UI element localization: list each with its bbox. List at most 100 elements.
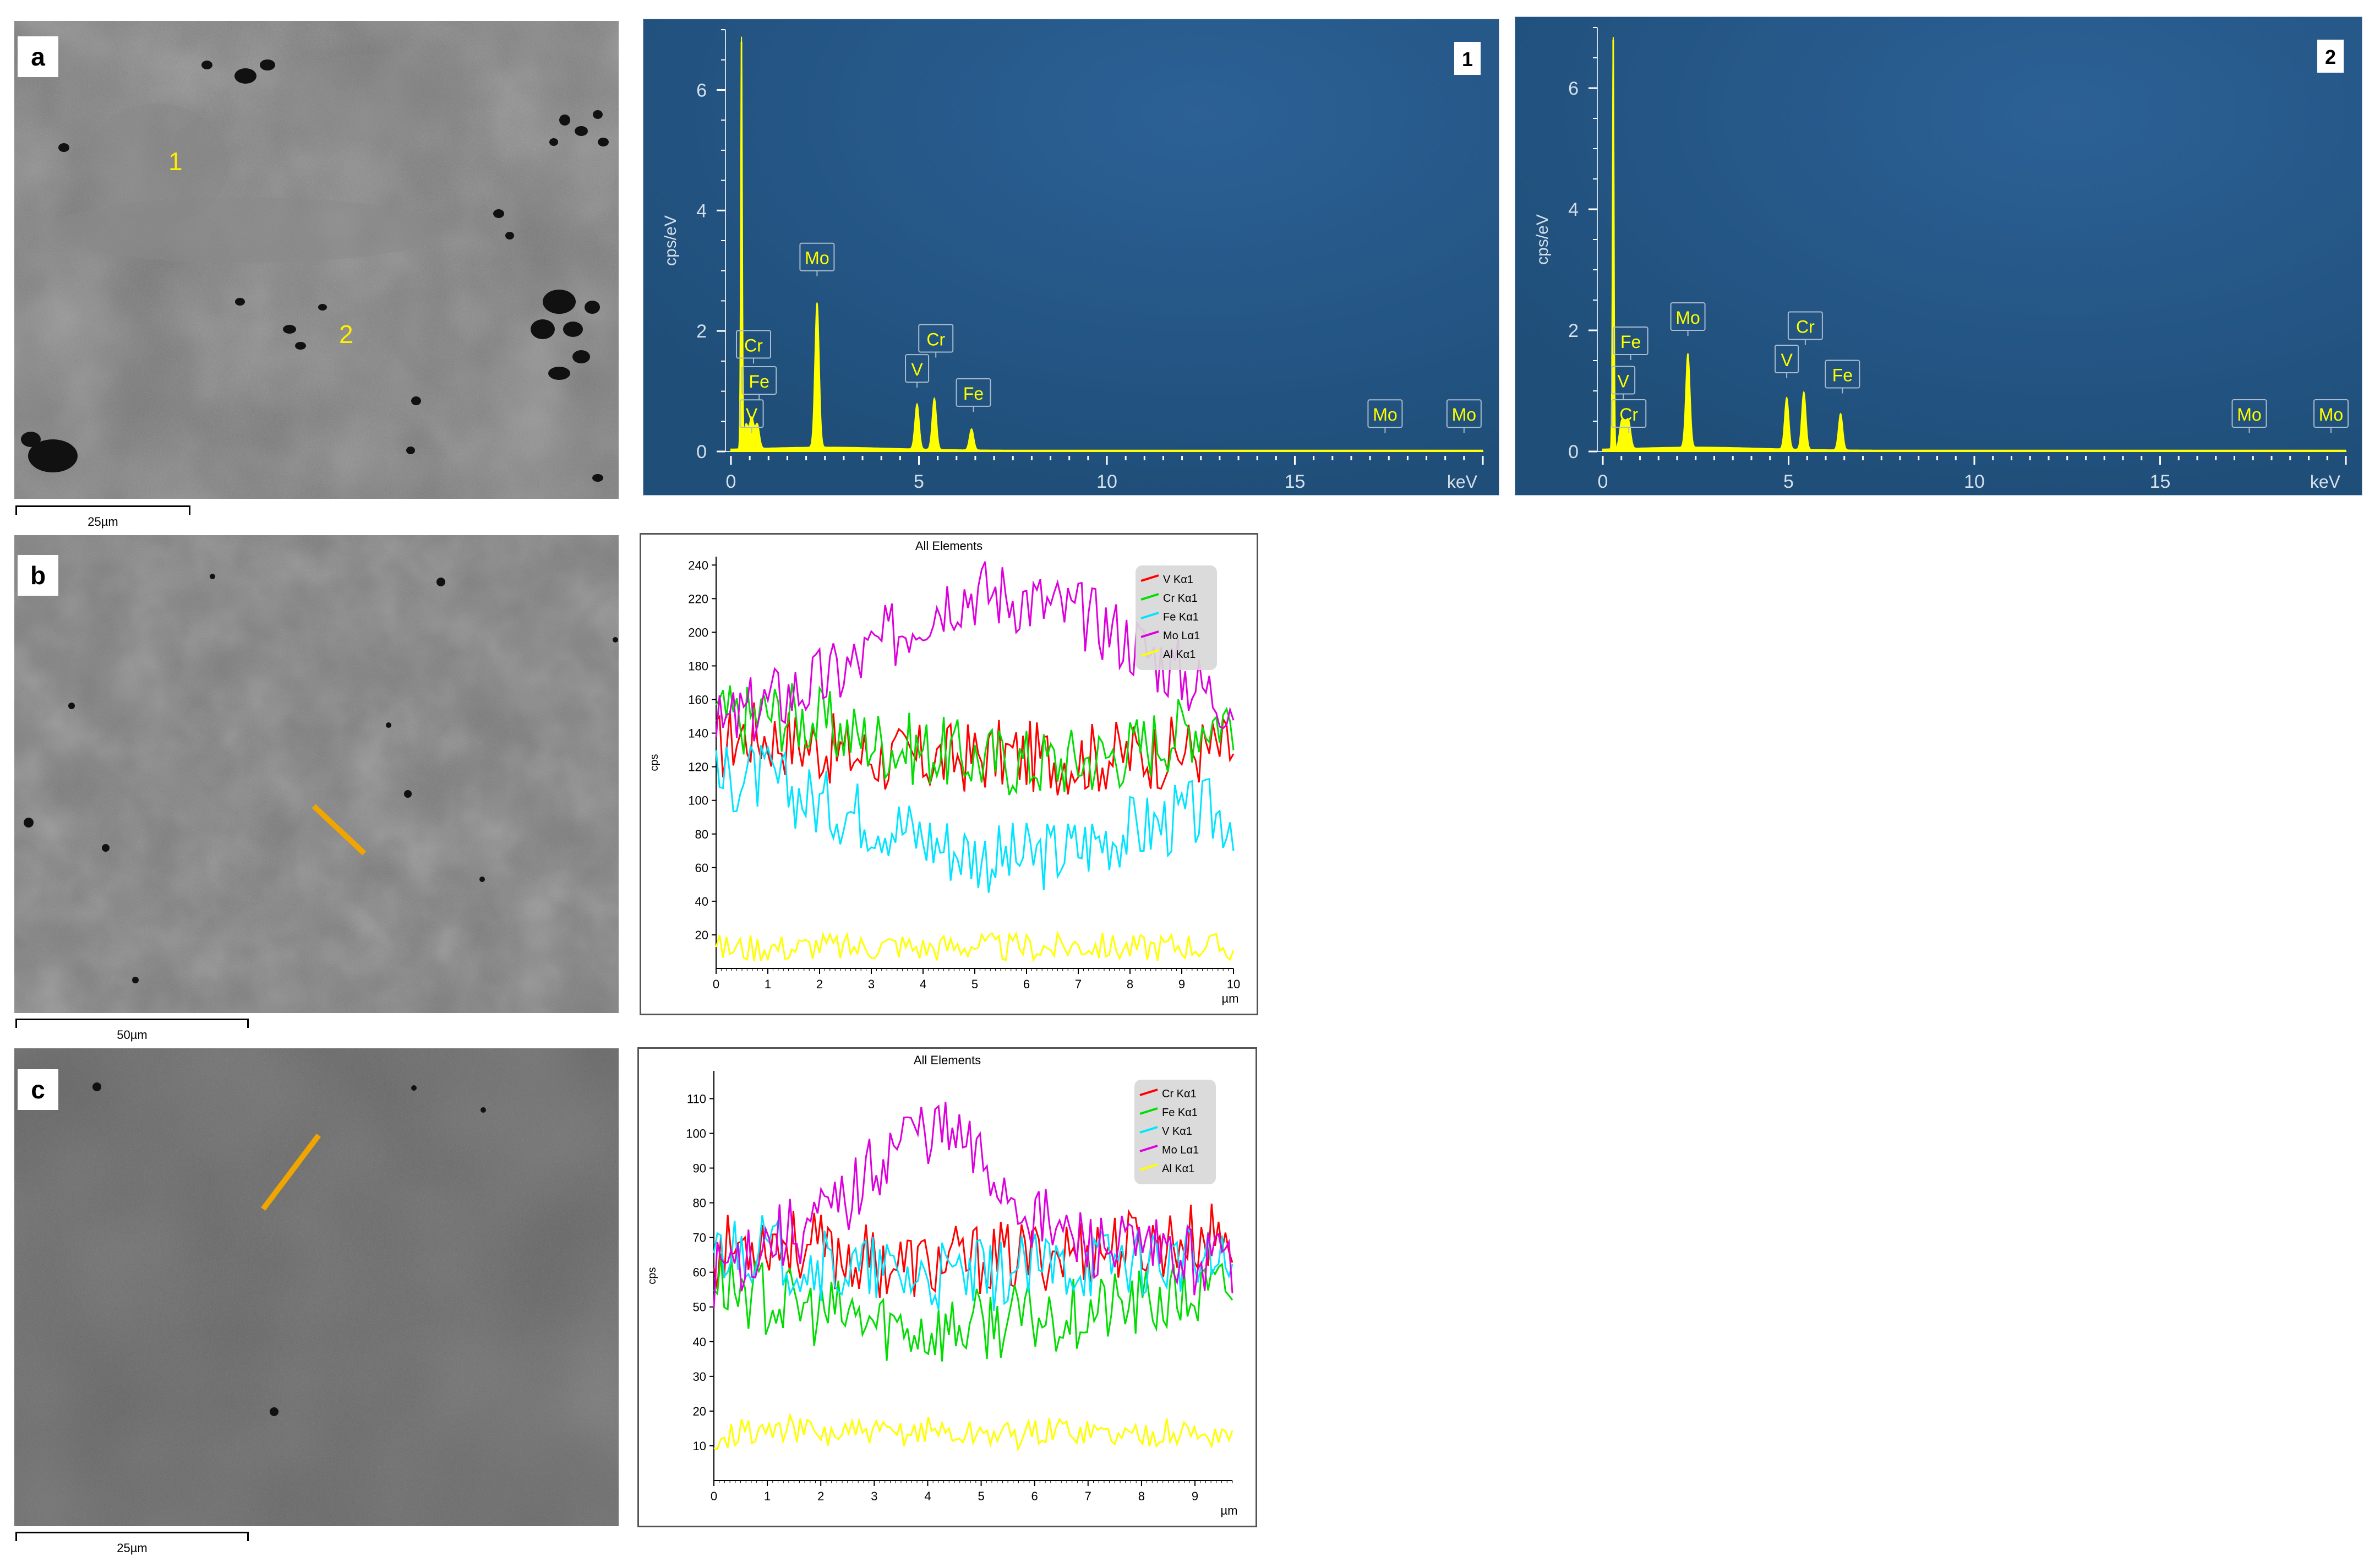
x-axis-label: µm [1220,1504,1237,1517]
peak-annotation-v: V [905,354,930,388]
x-tick-label: 5 [1783,471,1794,492]
x-tick-label: 1 [765,977,771,991]
x-tick-label: 10 [1096,471,1117,492]
annotation-label: V [911,360,923,379]
peak-annotation-v: V [739,399,764,433]
sem-micrograph-b [14,535,619,1013]
y-tick-label: 0 [1568,442,1579,462]
x-axis-label: µm [1221,992,1238,1005]
legend-swatch [1140,593,1159,601]
legend-label: V Kα1 [1162,1125,1192,1138]
y-axis-label: cps/eV [662,215,680,266]
series-line-mo [713,1102,1233,1308]
peak-annotation-cr: Cr [918,324,954,358]
legend-swatch [1139,1126,1158,1134]
panel-label-c: c [18,1069,58,1110]
x-tick-label: 6 [1031,1489,1038,1503]
series-line-v [713,1215,1233,1311]
peak-annotation-mo: Mo [1446,399,1482,433]
legend-swatch [1139,1107,1158,1115]
eds-spectrum-1-panel: 0 5 10 15 0 2 4 6 cps/eV keV Cr Fe V Mo V Cr Fe Mo Mo 1 [642,18,1500,496]
x-tick-label: 3 [868,977,875,991]
peak-annotation-fe: Fe [956,378,991,412]
legend-swatch [1140,649,1159,657]
series-line-al [715,930,1235,963]
x-tick-label: 5 [971,977,978,991]
annotation-label: Mo [805,248,829,268]
y-tick-label: 6 [696,80,707,101]
legend-label: Cr Kα1 [1162,1088,1197,1100]
series-line-cr [713,1204,1233,1298]
y-tick-label: 70 [693,1231,706,1245]
peak-annotation-mo: Mo [1367,399,1403,433]
legend-swatch [1140,612,1159,619]
y-tick-label: 200 [688,625,708,639]
y-tick-label: 2 [696,321,707,342]
line-scan-b-panel: All Elements 20 40 60 80 100 120 140 160 180 200 22… [640,533,1258,1015]
scale-bar-label: 25µm [88,515,118,529]
x-tick-label: 5 [978,1489,984,1503]
y-tick-label: 110 [687,1092,706,1106]
chart-title: All Elements [915,539,982,553]
y-tick-label: 4 [1568,199,1579,220]
y-tick-label: 60 [695,861,708,875]
x-tick-label: 15 [1285,471,1306,492]
y-tick-label: 10 [693,1439,706,1453]
scale-bar-label: 50µm [117,1028,148,1042]
legend-label: Al Kα1 [1162,1163,1194,1175]
scale-bar-a: 25µm [15,505,190,529]
legend-swatch [1140,630,1159,638]
y-tick-label: 0 [696,442,707,462]
annotation-label: V [1781,350,1793,370]
x-tick-label: 2 [816,977,823,991]
annotation-label: Cr [744,335,763,355]
scale-bar-c: 25µm [15,1532,249,1555]
legend-label: V Kα1 [1163,574,1193,586]
x-tick-label: 5 [914,471,924,492]
annotation-label: Fe [749,372,769,391]
point-label-2: 2 [339,320,353,349]
peak-annotation-cr: Cr [735,330,771,364]
y-tick-label: 180 [688,659,708,673]
annotation-label: Mo [1452,405,1476,424]
spectrum-area [1602,37,2347,452]
sem-image-b [14,535,619,1013]
y-tick-label: 30 [693,1370,706,1384]
legend-label: Fe Kα1 [1162,1107,1198,1119]
peak-annotation-mo: Mo [799,242,835,276]
x-tick-label: 10 [1227,977,1240,991]
annotation-label: Fe [963,384,984,404]
y-tick-label: 240 [688,558,708,572]
x-tick-label: 4 [920,977,926,991]
y-tick-label: 40 [693,1335,706,1349]
peak-annotation-fe: Fe [1825,360,1860,394]
y-tick-label: 140 [688,727,708,741]
spectrum-id-box [2317,40,2344,73]
y-axis-label: cps [646,1267,658,1284]
x-axis-label: keV [1447,472,1478,492]
x-tick-label: 9 [1178,977,1185,991]
x-tick-label: 6 [1023,977,1030,991]
y-tick-label: 2 [1568,320,1579,341]
x-tick-label: 7 [1085,1489,1091,1503]
peak-annotation-v: V [1611,366,1636,400]
peak-annotation-cr: Cr [1787,311,1823,345]
x-tick-label: 8 [1127,977,1133,991]
chart-title: All Elements [914,1053,981,1067]
scale-bar-line [15,1532,249,1541]
y-tick-label: 100 [688,794,708,808]
x-tick-label: 0 [1598,471,1608,492]
legend-label: Mo Lα1 [1162,1144,1199,1156]
y-axis-label: cps [648,754,660,771]
y-tick-label: 100 [686,1126,706,1140]
y-tick-label: 20 [695,928,708,942]
panel-label-b: b [18,555,58,596]
panel-label-a: a [18,36,58,77]
x-tick-label: 0 [713,977,719,991]
spectrum-area [730,36,1484,452]
line-scan-b-chart: All Elements2040608010012014016018020022… [648,539,1240,1005]
annotation-label: Mo [1373,405,1397,424]
y-tick-label: 40 [695,895,708,908]
annotation-label: Mo [1675,308,1700,328]
